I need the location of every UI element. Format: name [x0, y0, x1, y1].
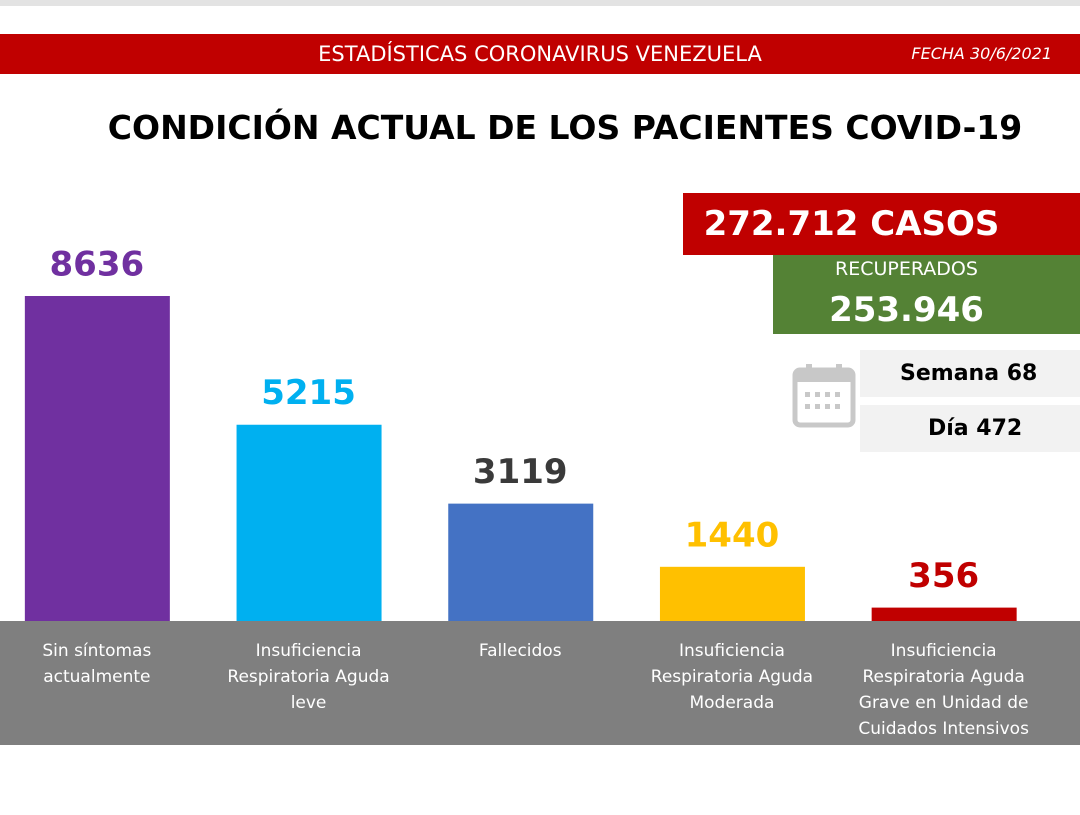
- header-bar: [0, 34, 1080, 74]
- bar: [659, 566, 805, 621]
- category-label: Insuficiencia Respiratoria Aguda leve: [227, 641, 390, 713]
- category-label: Insuficiencia Respiratoria Aguda Grave e…: [858, 641, 1029, 739]
- bar: [236, 424, 382, 621]
- recovered-label: RECUPERADOS: [835, 258, 978, 280]
- bar: [24, 296, 170, 621]
- category-label: Insuficiencia Respiratoria Aguda Moderad…: [650, 641, 814, 713]
- category-band: [0, 621, 1080, 745]
- bar: [448, 503, 594, 621]
- day-box: Día 472: [860, 405, 1080, 452]
- calendar-icon: [792, 364, 856, 428]
- cases-box: 272.712 CASOS: [683, 193, 1080, 255]
- week-box: Semana 68: [860, 350, 1080, 397]
- header-title: ESTADÍSTICAS CORONAVIRUS VENEZUELA: [318, 42, 762, 66]
- value-label: 3119: [473, 452, 568, 492]
- category-label: Fallecidos: [478, 641, 562, 661]
- chart-title: CONDICIÓN ACTUAL DE LOS PACIENTES COVID-…: [107, 108, 1023, 147]
- category-label: Sin síntomas actualmente: [42, 641, 152, 687]
- header-date: FECHA 30/6/2021: [911, 44, 1052, 63]
- bar: [871, 607, 1017, 621]
- recovered-box: [773, 255, 1080, 334]
- top-strip: [0, 0, 1080, 6]
- value-label: 356: [908, 556, 979, 596]
- recovered-value: 253.946: [829, 290, 984, 330]
- value-label: 5215: [261, 373, 356, 413]
- value-label: 1440: [685, 515, 780, 555]
- value-label: 8636: [50, 245, 145, 285]
